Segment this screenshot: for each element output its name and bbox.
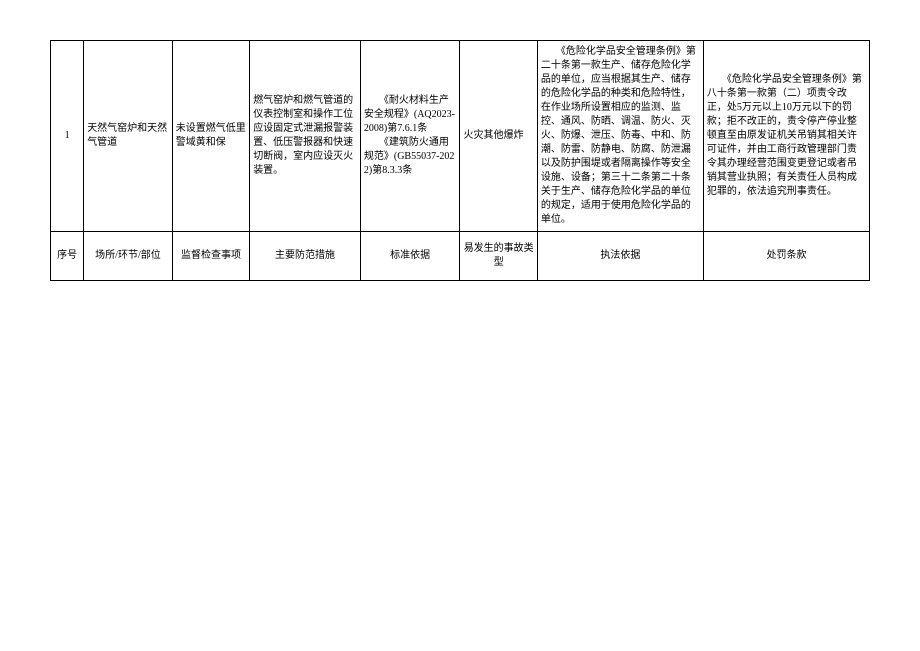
cell-inspection: 未设置燃气低里警域黄和保: [172, 41, 249, 232]
header-basis: 执法依据: [537, 232, 703, 281]
header-penalty: 处罚条款: [703, 232, 869, 281]
header-seq: 序号: [51, 232, 84, 281]
table-row: 1 天然气窑炉和天然气管道 未设置燃气低里警域黄和保 燃气窑炉和燃气管道的仪表控…: [51, 41, 870, 232]
header-standard: 标准依据: [360, 232, 460, 281]
cell-accident: 火灾其他爆炸: [460, 41, 537, 232]
cell-measures: 燃气窑炉和燃气管道的仪表控制室和操作工位应设固定式泄漏报警装置、低压警报器和快速…: [250, 41, 361, 232]
header-accident: 易发生的事故类型: [460, 232, 537, 281]
cell-standard: 《耐火材料生产安全规程》(AQ2023-2008)第7.6.1条 《建筑防火通用…: [360, 41, 460, 232]
cell-seq: 1: [51, 41, 84, 232]
header-inspection: 监督检查事项: [172, 232, 249, 281]
standard-text-2: 《建筑防火通用规范》(GB55037-2022)第8.3.3条: [364, 137, 455, 176]
header-location: 场所/环节/部位: [84, 232, 173, 281]
cell-basis: 《危险化学品安全管理条例》第二十条第一款生产、储存危险化学品的单位，应当根据其生…: [537, 41, 703, 232]
header-measures: 主要防范措施: [250, 232, 361, 281]
regulation-table: 1 天然气窑炉和天然气管道 未设置燃气低里警域黄和保 燃气窑炉和燃气管道的仪表控…: [50, 40, 870, 281]
cell-penalty: 《危险化学品安全管理条例》第八十条第一款第（二）项责令改正，处5万元以上10万元…: [703, 41, 869, 232]
standard-text-1: 《耐火材料生产安全规程》(AQ2023-2008)第7.6.1条: [364, 95, 455, 134]
cell-location: 天然气窑炉和天然气管道: [84, 41, 173, 232]
table-header-row: 序号 场所/环节/部位 监督检查事项 主要防范措施 标准依据 易发生的事故类型 …: [51, 232, 870, 281]
